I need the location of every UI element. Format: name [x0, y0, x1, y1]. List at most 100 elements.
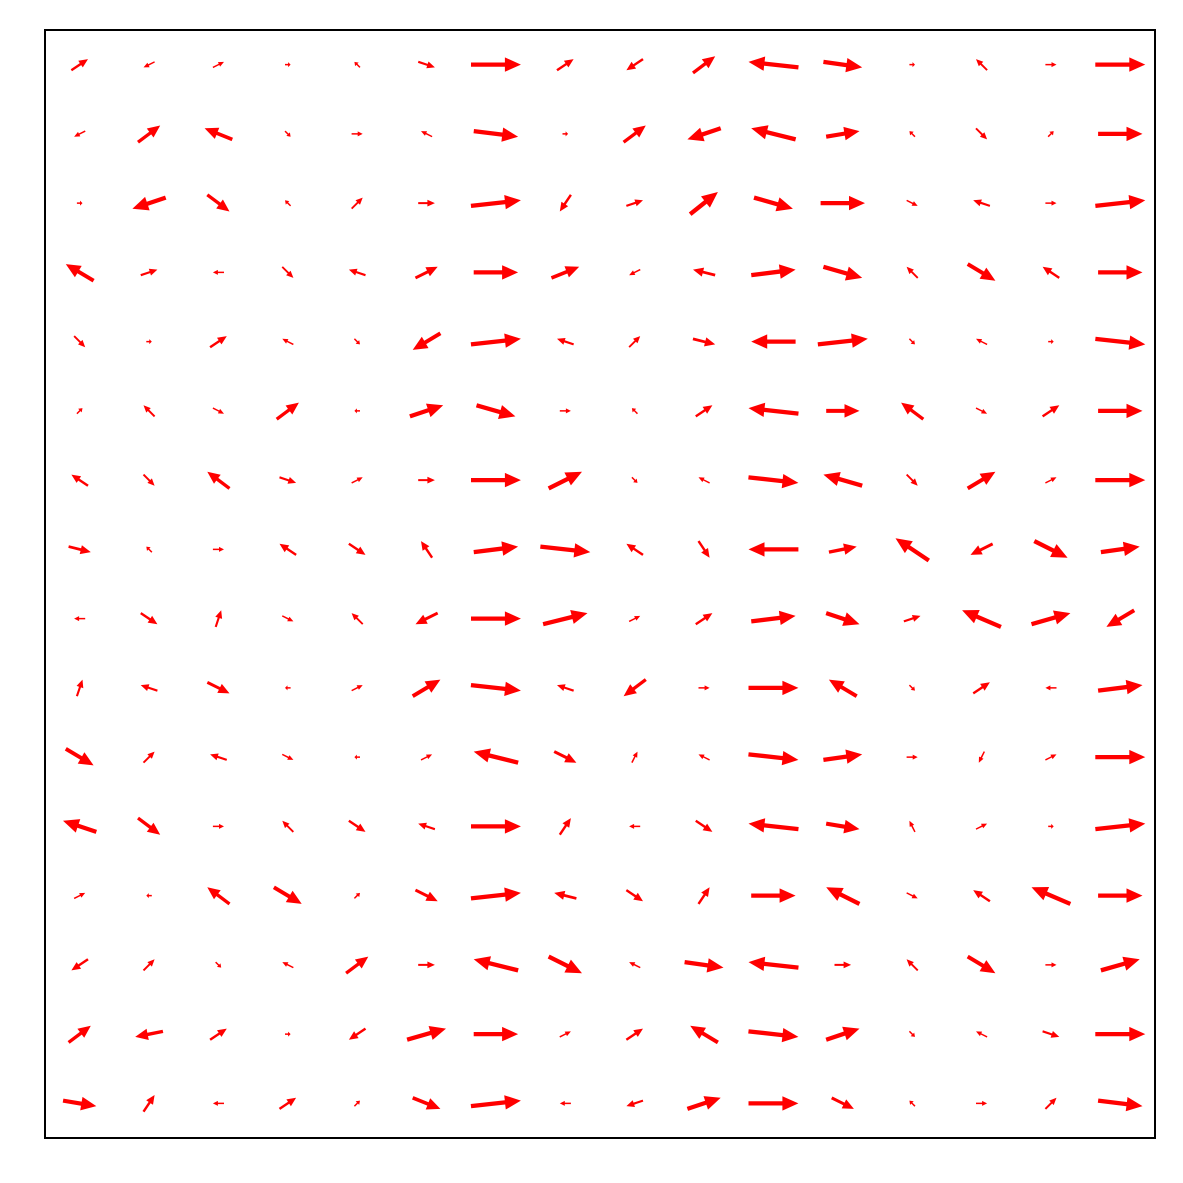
arrow: [554, 890, 577, 900]
arrow: [559, 194, 572, 212]
arrow: [550, 266, 580, 280]
arrow: [823, 472, 863, 488]
arrow: [751, 888, 796, 903]
arrow: [1030, 610, 1071, 627]
arrow: [628, 336, 641, 348]
arrow: [823, 58, 863, 73]
arrow: [137, 816, 161, 835]
arrow: [137, 125, 161, 144]
arrow: [972, 682, 990, 695]
arrow: [135, 1028, 164, 1040]
arrow: [473, 748, 519, 765]
arrow: [470, 195, 521, 210]
arrow: [140, 612, 158, 625]
arrow: [828, 679, 858, 698]
arrow: [631, 408, 638, 415]
arrow: [418, 961, 435, 969]
arrow: [143, 405, 156, 418]
arrow: [1045, 685, 1057, 691]
arrow: [820, 195, 865, 211]
arrow: [351, 477, 363, 484]
arrow: [906, 892, 918, 899]
arrow: [903, 615, 921, 623]
arrow: [626, 543, 644, 556]
arrow: [68, 545, 91, 555]
arrow: [1045, 962, 1057, 968]
arrow: [825, 819, 860, 834]
arrow: [625, 1028, 643, 1041]
arrow: [64, 747, 94, 766]
arrow: [973, 890, 991, 903]
arrow: [146, 546, 153, 553]
arrow: [73, 892, 86, 900]
arrow: [212, 1100, 224, 1106]
arrow: [132, 195, 167, 211]
arrow: [831, 1096, 854, 1109]
arrow: [908, 1030, 915, 1037]
arrow: [73, 335, 86, 348]
arrow: [698, 685, 710, 691]
arrow: [281, 266, 294, 278]
arrow: [748, 56, 799, 71]
arrow: [748, 1096, 799, 1111]
arrow: [976, 338, 988, 346]
arrow: [553, 750, 577, 763]
arrow: [210, 753, 228, 761]
arrow: [973, 199, 991, 207]
arrow: [751, 610, 796, 625]
arrow: [976, 1031, 988, 1038]
arrow: [909, 131, 916, 138]
arrow: [828, 543, 857, 555]
arrow: [212, 823, 224, 829]
arrow: [414, 266, 438, 280]
arrow: [629, 823, 641, 829]
arrow: [697, 540, 710, 558]
arrow: [414, 888, 438, 902]
arrow: [1048, 339, 1054, 345]
arrow: [1095, 195, 1146, 210]
arrow: [909, 1100, 916, 1107]
arrow: [695, 613, 713, 626]
arrow: [285, 685, 291, 691]
arrow: [559, 1100, 571, 1106]
arrow: [473, 956, 519, 973]
arrow: [826, 404, 860, 418]
arrow: [825, 611, 860, 626]
arrow: [215, 961, 222, 968]
arrow: [285, 62, 291, 68]
arrow: [688, 192, 718, 216]
arrow: [976, 1100, 988, 1106]
arrow: [698, 477, 710, 484]
arrow: [1100, 956, 1140, 973]
arrow: [1042, 1030, 1060, 1038]
arrow: [690, 1025, 719, 1045]
arrow: [751, 264, 796, 279]
arrow: [908, 338, 915, 345]
arrow: [966, 471, 996, 491]
arrow: [966, 954, 996, 974]
arrow: [562, 131, 569, 137]
arrow: [418, 199, 435, 207]
arrow: [1045, 477, 1057, 484]
arrow: [817, 333, 868, 348]
arrow: [353, 338, 360, 345]
arrow: [1095, 818, 1146, 833]
arrow: [826, 887, 861, 906]
arrow: [63, 819, 97, 834]
arrow: [353, 1100, 360, 1107]
arrow: [698, 754, 710, 761]
arrow: [272, 885, 302, 904]
arrow: [75, 679, 84, 697]
plot-frame: [44, 29, 1156, 1139]
arrow: [204, 127, 233, 142]
arrow: [209, 336, 227, 349]
arrow: [748, 1028, 799, 1043]
arrow: [409, 403, 444, 419]
arrow: [279, 476, 297, 484]
arrow: [695, 405, 713, 418]
arrow: [1095, 749, 1146, 765]
arrow: [142, 751, 155, 764]
arrow: [354, 61, 361, 68]
arrow: [62, 1096, 97, 1111]
